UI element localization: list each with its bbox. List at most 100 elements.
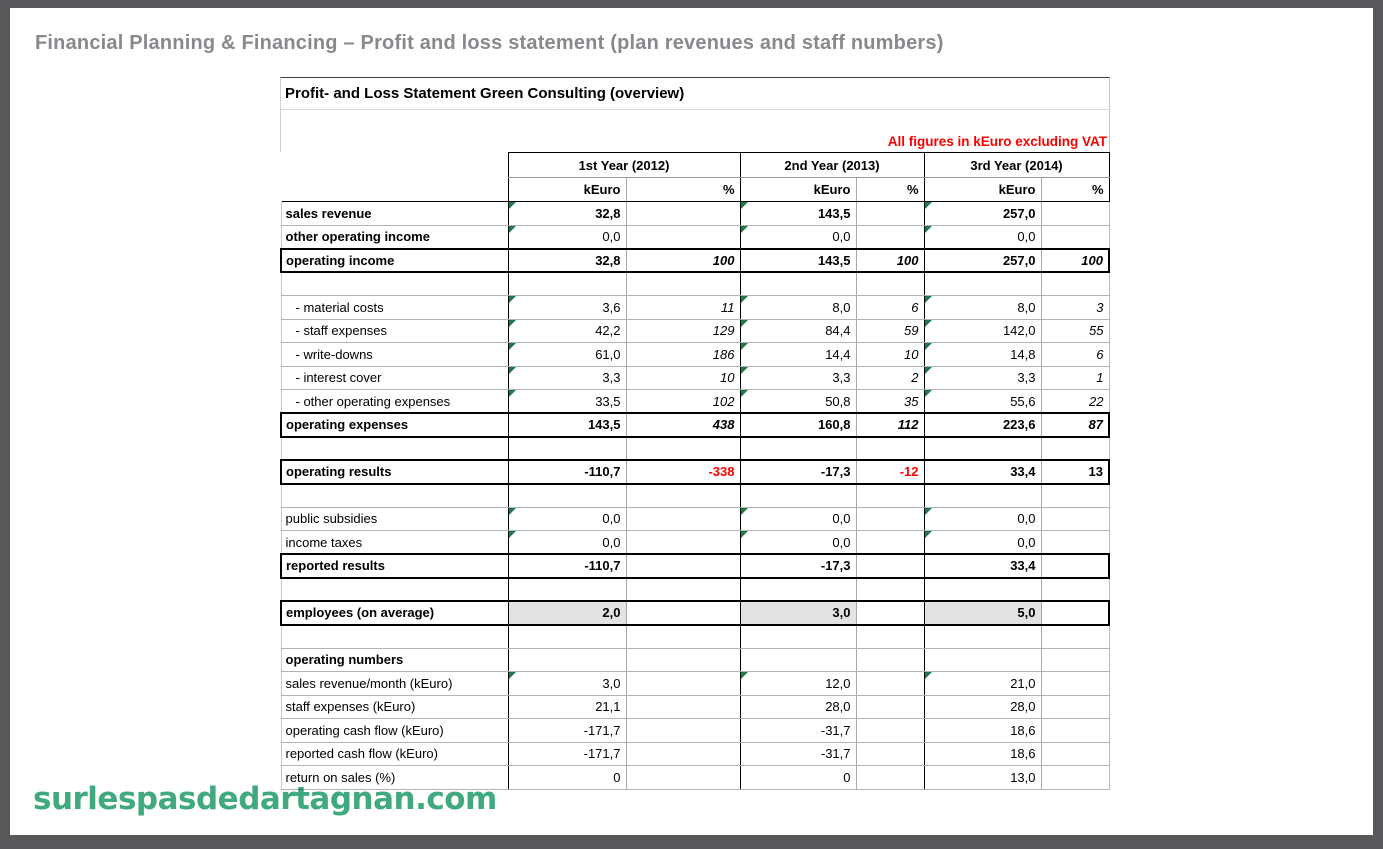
row-label: public subsidies: [280, 507, 508, 531]
keuro-cell: 5,0: [923, 600, 1041, 626]
percent-cell: 55: [1040, 319, 1110, 343]
keuro-cell: 143,5: [739, 201, 856, 226]
year-header-row: 1st Year (2012) 2nd Year (2013) 3rd Year…: [281, 152, 1110, 178]
percent-cell: 10: [855, 342, 924, 367]
table-row: sales revenue/month (kEuro) 3,0 12,0 21,0: [280, 671, 1110, 696]
keuro-cell: -17,3: [739, 553, 856, 579]
keuro-cell: [923, 483, 1041, 508]
page-title: Financial Planning & Financing – Profit …: [35, 32, 944, 54]
percent-cell: [855, 624, 924, 649]
row-label: [280, 577, 508, 602]
percent-cell: 35: [855, 389, 924, 414]
keuro-cell: 28,0: [739, 695, 856, 719]
table-row: - interest cover 3,3 10 3,3 2 3,3 1: [280, 366, 1110, 390]
sub-header-row: kEuro % kEuro % kEuro %: [281, 177, 1110, 202]
percent-cell: [625, 507, 740, 531]
sheet-title: Profit- and Loss Statement Green Consult…: [280, 77, 1110, 110]
percent-cell: [1040, 718, 1110, 743]
percent-cell: [1040, 436, 1110, 461]
keuro-cell: 143,5: [507, 412, 626, 438]
keuro-cell: 3,3: [739, 366, 856, 390]
keuro-cell: 142,0: [923, 319, 1041, 343]
watermark: surlespasdedartagnan.com: [33, 781, 497, 817]
keuro-cell: [739, 624, 856, 649]
percent-cell: [625, 272, 740, 296]
row-label: [280, 272, 508, 296]
row-label: other operating income: [280, 225, 508, 249]
row-label: reported cash flow (kEuro): [280, 742, 508, 766]
percent-cell: [855, 530, 924, 555]
keuro-cell: [507, 624, 626, 649]
percent-cell: [855, 507, 924, 531]
percent-cell: [625, 648, 740, 672]
percent-cell: [855, 718, 924, 743]
corner-cell: [281, 153, 508, 178]
keuro-cell: 61,0: [507, 342, 626, 367]
keuro-cell: [923, 648, 1041, 672]
percent-cell: -338: [625, 459, 740, 485]
pnl-table: 1st Year (2012) 2nd Year (2013) 3rd Year…: [280, 152, 1110, 790]
percent-cell: [1040, 742, 1110, 766]
table-row: reported results -110,7 -17,3 33,4: [280, 553, 1110, 579]
row-label: sales revenue/month (kEuro): [280, 671, 508, 696]
table-row: other operating income 0,0 0,0 0,0: [280, 225, 1110, 249]
keuro-cell: [507, 648, 626, 672]
percent-cell: [1040, 530, 1110, 555]
table-row: operating numbers: [280, 648, 1110, 672]
keuro-cell: [923, 577, 1041, 602]
keuro-cell: 257,0: [923, 201, 1041, 226]
row-label: operating income: [280, 247, 508, 273]
keuro-cell: 3,6: [507, 295, 626, 320]
table-row: - staff expenses 42,2 129 84,4 59 142,0 55: [280, 319, 1110, 343]
percent-cell: [855, 742, 924, 766]
keuro-cell: -31,7: [739, 718, 856, 743]
keuro-cell: 18,6: [923, 742, 1041, 766]
percent-cell: [625, 671, 740, 696]
keuro-cell: 160,8: [739, 412, 856, 438]
table-row: operating expenses 143,5 438 160,8 112 223,6 8…: [280, 412, 1110, 438]
row-label: - staff expenses: [280, 319, 508, 343]
percent-cell: [625, 577, 740, 602]
table-row: - other operating expenses 33,5 102 50,8 35 5…: [280, 389, 1110, 414]
percent-cell: [625, 718, 740, 743]
keuro-cell: [739, 577, 856, 602]
percent-cell: [855, 225, 924, 249]
keuro-cell: [507, 436, 626, 461]
table-row: income taxes 0,0 0,0 0,0: [280, 530, 1110, 555]
row-label: [280, 624, 508, 649]
keuro-cell: 0,0: [923, 530, 1041, 555]
table-row: operating income 32,8 100 143,5 100 257,0 100: [280, 247, 1110, 273]
table-row: sales revenue 32,8 143,5 257,0: [280, 201, 1110, 226]
keuro-cell: 14,4: [739, 342, 856, 367]
percent-cell: [1040, 765, 1110, 790]
keuro-cell: [923, 272, 1041, 296]
spacer-row: [280, 577, 1110, 602]
keuro-cell: 3,3: [923, 366, 1041, 390]
keuro-cell: 3,0: [507, 671, 626, 696]
percent-cell: 102: [625, 389, 740, 414]
keuro-cell: [507, 272, 626, 296]
keuro-cell: 0,0: [739, 225, 856, 249]
keuro-cell: 18,6: [923, 718, 1041, 743]
keuro-cell: 2,0: [507, 600, 626, 626]
row-label: employees (on average): [280, 600, 508, 626]
percent-cell: [855, 600, 924, 626]
keuro-cell: 13,0: [923, 765, 1041, 790]
percent-cell: [625, 553, 740, 579]
percent-cell: [625, 483, 740, 508]
keuro-cell: 28,0: [923, 695, 1041, 719]
row-label: operating expenses: [280, 412, 508, 438]
percent-cell: [625, 600, 740, 626]
table-row: employees (on average) 2,0 3,0 5,0: [280, 600, 1110, 626]
table-row: reported cash flow (kEuro) -171,7 -31,7 18,…: [280, 742, 1110, 766]
percent-cell: [625, 225, 740, 249]
keuro-header: kEuro: [923, 177, 1041, 202]
percent-cell: 438: [625, 412, 740, 438]
row-label: operating numbers: [280, 648, 508, 672]
row-label: operating cash flow (kEuro): [280, 718, 508, 743]
keuro-cell: [739, 483, 856, 508]
percent-cell: [1040, 648, 1110, 672]
percent-cell: 3: [1040, 295, 1110, 320]
percent-cell: 2: [855, 366, 924, 390]
spacer-row: [280, 483, 1110, 508]
